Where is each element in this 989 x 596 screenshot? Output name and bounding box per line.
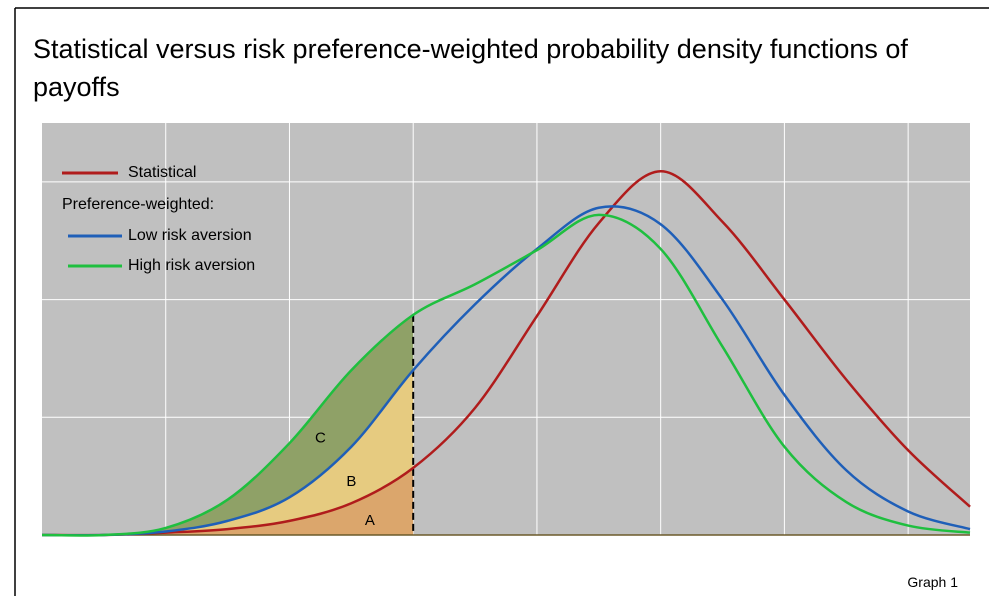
- line: [41, 170, 971, 537]
- legend-label: Statistical: [128, 164, 196, 181]
- area: [42, 314, 414, 536]
- legend-label: Low risk aversion: [128, 227, 252, 244]
- legend-label: High risk aversion: [128, 257, 255, 274]
- area-label: B: [346, 473, 356, 490]
- area: [42, 370, 414, 536]
- plot-background: [42, 123, 970, 535]
- legend-heading: Preference-weighted:: [62, 196, 214, 213]
- footnote: Graph 1: [907, 574, 958, 590]
- legend: Statistical Low risk aversion High risk av…: [62, 164, 255, 274]
- area-label: C: [315, 429, 326, 446]
- line: [41, 213, 971, 537]
- area: [42, 467, 414, 536]
- plot-area: A B C Statistical Low risk aversion High risk…: [41, 123, 971, 537]
- chart-title: Statistical versus risk preference-weigh…: [33, 34, 908, 102]
- line: [41, 205, 971, 537]
- area-label: A: [365, 512, 375, 529]
